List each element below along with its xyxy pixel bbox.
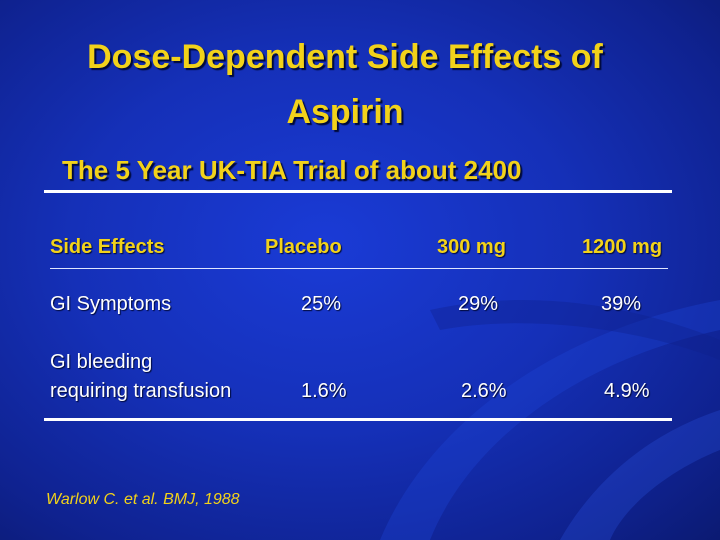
row-gi-bleeding-300mg: 2.6% bbox=[461, 380, 507, 402]
header-rule bbox=[50, 268, 668, 269]
citation: Warlow C. et al. BMJ, 1988 bbox=[46, 491, 240, 508]
row-gi-symptoms-placebo: 25% bbox=[301, 293, 342, 315]
slide-subtitle: The 5 Year UK-TIA Trial of about 2400 bbox=[62, 155, 522, 185]
slide-title-line-2: Aspirin bbox=[286, 93, 404, 131]
row-gi-bleeding-label-line-2: requiring transfusion bbox=[50, 380, 232, 402]
bottom-rule bbox=[44, 418, 672, 421]
row-gi-bleeding-1200mg: 4.9% bbox=[604, 380, 650, 402]
header-1200mg: 1200 mg bbox=[582, 236, 663, 258]
header-placebo: Placebo bbox=[265, 236, 342, 258]
row-gi-symptoms-300mg: 29% bbox=[458, 293, 499, 315]
row-gi-symptoms-label: GI Symptoms bbox=[50, 293, 172, 315]
header-300mg: 300 mg bbox=[437, 236, 506, 258]
row-gi-bleeding-label-line-1: GI bleeding bbox=[50, 351, 153, 373]
top-rule bbox=[44, 190, 672, 193]
row-gi-symptoms-1200mg: 39% bbox=[601, 293, 642, 315]
row-gi-bleeding-placebo: 1.6% bbox=[301, 380, 347, 402]
slide-title-line-1: Dose-Dependent Side Effects of bbox=[87, 38, 603, 76]
header-side-effects: Side Effects bbox=[50, 236, 165, 258]
